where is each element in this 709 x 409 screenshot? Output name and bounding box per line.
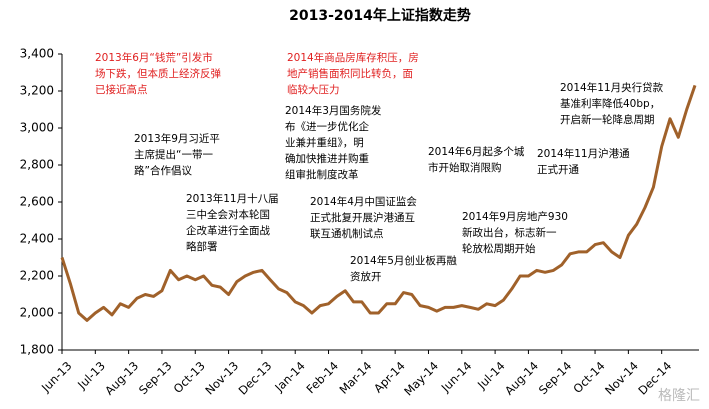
annotation: 新政出台，标志新一 <box>462 226 557 239</box>
watermark: 格隆汇 <box>658 388 700 404</box>
annotation: 略部署 <box>186 240 218 253</box>
annotation: 2013年9月习近平 <box>134 132 220 145</box>
x-tick-label: Sep-13 <box>136 359 175 398</box>
annotation: 正式批复开展沪港通互 <box>310 211 415 224</box>
x-tick-label: Oct-13 <box>171 359 208 396</box>
y-tick-label: 2,000 <box>20 306 54 320</box>
annotation: 企改革进行全面战 <box>186 224 270 237</box>
x-tick-label: Sep-14 <box>536 359 575 398</box>
annotation: 2014年6月起多个城 <box>428 145 525 158</box>
y-tick-label: 3,000 <box>20 121 54 135</box>
annotation: 2014年商品房库存积压，房 <box>287 51 419 64</box>
annotation: 联互通机制试点 <box>310 227 384 240</box>
annotation: 场下跌，但本质上经济反弹 <box>95 67 221 80</box>
x-tick-label: Jun-13 <box>38 359 75 396</box>
annotation: 2014年5月创业板再融 <box>350 254 457 267</box>
price-line <box>60 84 697 322</box>
x-tick-label: Nov-13 <box>202 359 241 398</box>
annotation: 主席提出“一带一 <box>134 148 213 161</box>
x-tick-label: Feb-14 <box>304 359 342 397</box>
annotation: 基准利率降低40bp， <box>560 97 660 110</box>
y-tick-label: 2,200 <box>20 269 54 283</box>
annotation: 正式开通 <box>537 163 579 176</box>
annotation: 已接近高点 <box>95 83 148 96</box>
annotation: 三中全会对本轮国 <box>186 208 270 221</box>
x-tick-label: Aug-13 <box>102 359 141 398</box>
annotation: 轮放松周期开始 <box>462 242 536 255</box>
annotation: 资放开 <box>350 270 382 283</box>
x-tick-label: Oct-14 <box>570 359 607 396</box>
annotation: 业兼并重组》，明 <box>285 136 364 149</box>
annotation: 组审批制度改革 <box>285 168 359 181</box>
annotation: 2014年11月沪港通 <box>537 147 630 160</box>
annotation: 2014年9月房地产930 <box>462 210 568 223</box>
annotation: 2014年11月央行贷款 <box>560 81 664 94</box>
x-tick-label: Jan-14 <box>271 359 307 395</box>
chart-title: 2013-2014年上证指数走势 <box>289 7 471 24</box>
annotation: 布《进一步优化企 <box>285 120 369 133</box>
annotation: 临较大压力 <box>287 83 340 96</box>
x-tick-label: Nov-14 <box>602 359 641 398</box>
y-tick-label: 2,400 <box>20 232 54 246</box>
x-tick-label: Mar-14 <box>336 359 374 397</box>
x-tick-label: Dec-13 <box>236 359 275 398</box>
annotation: 2013年6月“钱荒”引发市 <box>95 51 213 64</box>
x-tick-label: May-14 <box>401 359 441 399</box>
y-tick-label: 2,600 <box>20 195 54 209</box>
annotation: 市开始取消限购 <box>428 161 502 174</box>
annotation: 2013年11月十八届 <box>186 192 279 205</box>
x-tick-label: Aug-14 <box>502 359 541 398</box>
annotation: 2014年3月国务院发 <box>285 104 382 117</box>
y-tick-label: 3,200 <box>20 84 54 98</box>
x-tick-label: Jun-14 <box>438 359 475 396</box>
annotation: 开启新一轮降息周期 <box>560 113 655 126</box>
y-tick-label: 3,400 <box>20 47 54 61</box>
y-tick-label: 1,800 <box>20 343 54 357</box>
annotation: 确加快推进并购重 <box>285 152 369 165</box>
y-tick-label: 2,800 <box>20 158 54 172</box>
annotation: 地产销售面积同比转负，面 <box>287 67 413 80</box>
annotation: 2014年4月中国证监会 <box>310 195 417 208</box>
annotation: 路”合作倡议 <box>134 164 192 177</box>
